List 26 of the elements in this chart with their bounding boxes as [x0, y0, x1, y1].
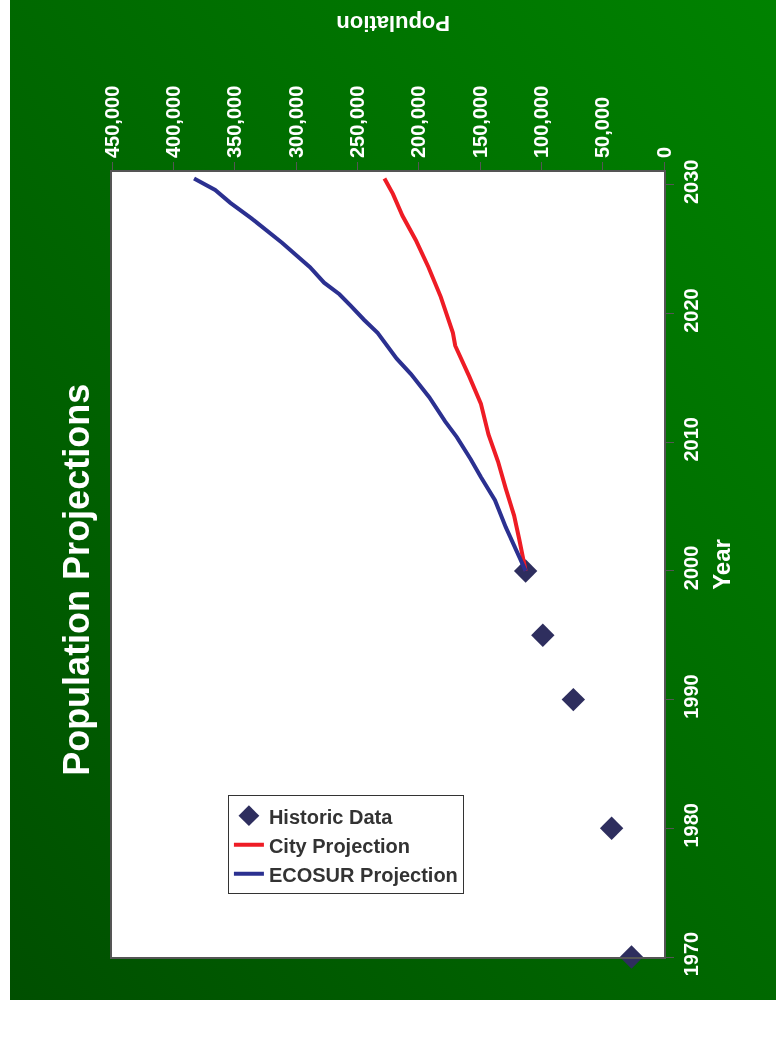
legend-label: ECOSUR Projection: [268, 863, 458, 886]
point: [561, 687, 586, 712]
y-tick-label: 2010: [680, 417, 702, 462]
x-tick-label: 0: [652, 146, 675, 158]
x-tick-label: 350,000: [223, 85, 246, 158]
legend-label: City Projection: [268, 834, 411, 857]
y-tick-label: 2030: [680, 159, 702, 205]
legend-label: Historic Data: [268, 805, 394, 828]
y-axis-title: Year: [707, 539, 735, 590]
x-tick-label: 50,000: [591, 96, 614, 158]
point: [531, 623, 555, 647]
y-tick-label: 2020: [680, 288, 702, 333]
x-tick-label: 150,000: [468, 85, 491, 158]
y-tick-label: 1990: [680, 674, 702, 719]
y-tick-label: 2000: [680, 545, 702, 591]
text: Population Projections: [56, 383, 98, 776]
y-tick-label: 1980: [680, 803, 702, 848]
x-tick-label: 100,000: [529, 85, 552, 158]
x-tick-label: 250,000: [345, 85, 368, 158]
x-tick-label: 400,000: [161, 85, 184, 158]
x-tick-label: 200,000: [407, 85, 430, 158]
y-tick-label: 1970: [680, 931, 702, 977]
x-axis-title: Population: [336, 10, 451, 36]
x-tick-label: 450,000: [100, 85, 123, 158]
x-tick-label: 300,000: [284, 85, 307, 158]
point: [599, 816, 624, 841]
